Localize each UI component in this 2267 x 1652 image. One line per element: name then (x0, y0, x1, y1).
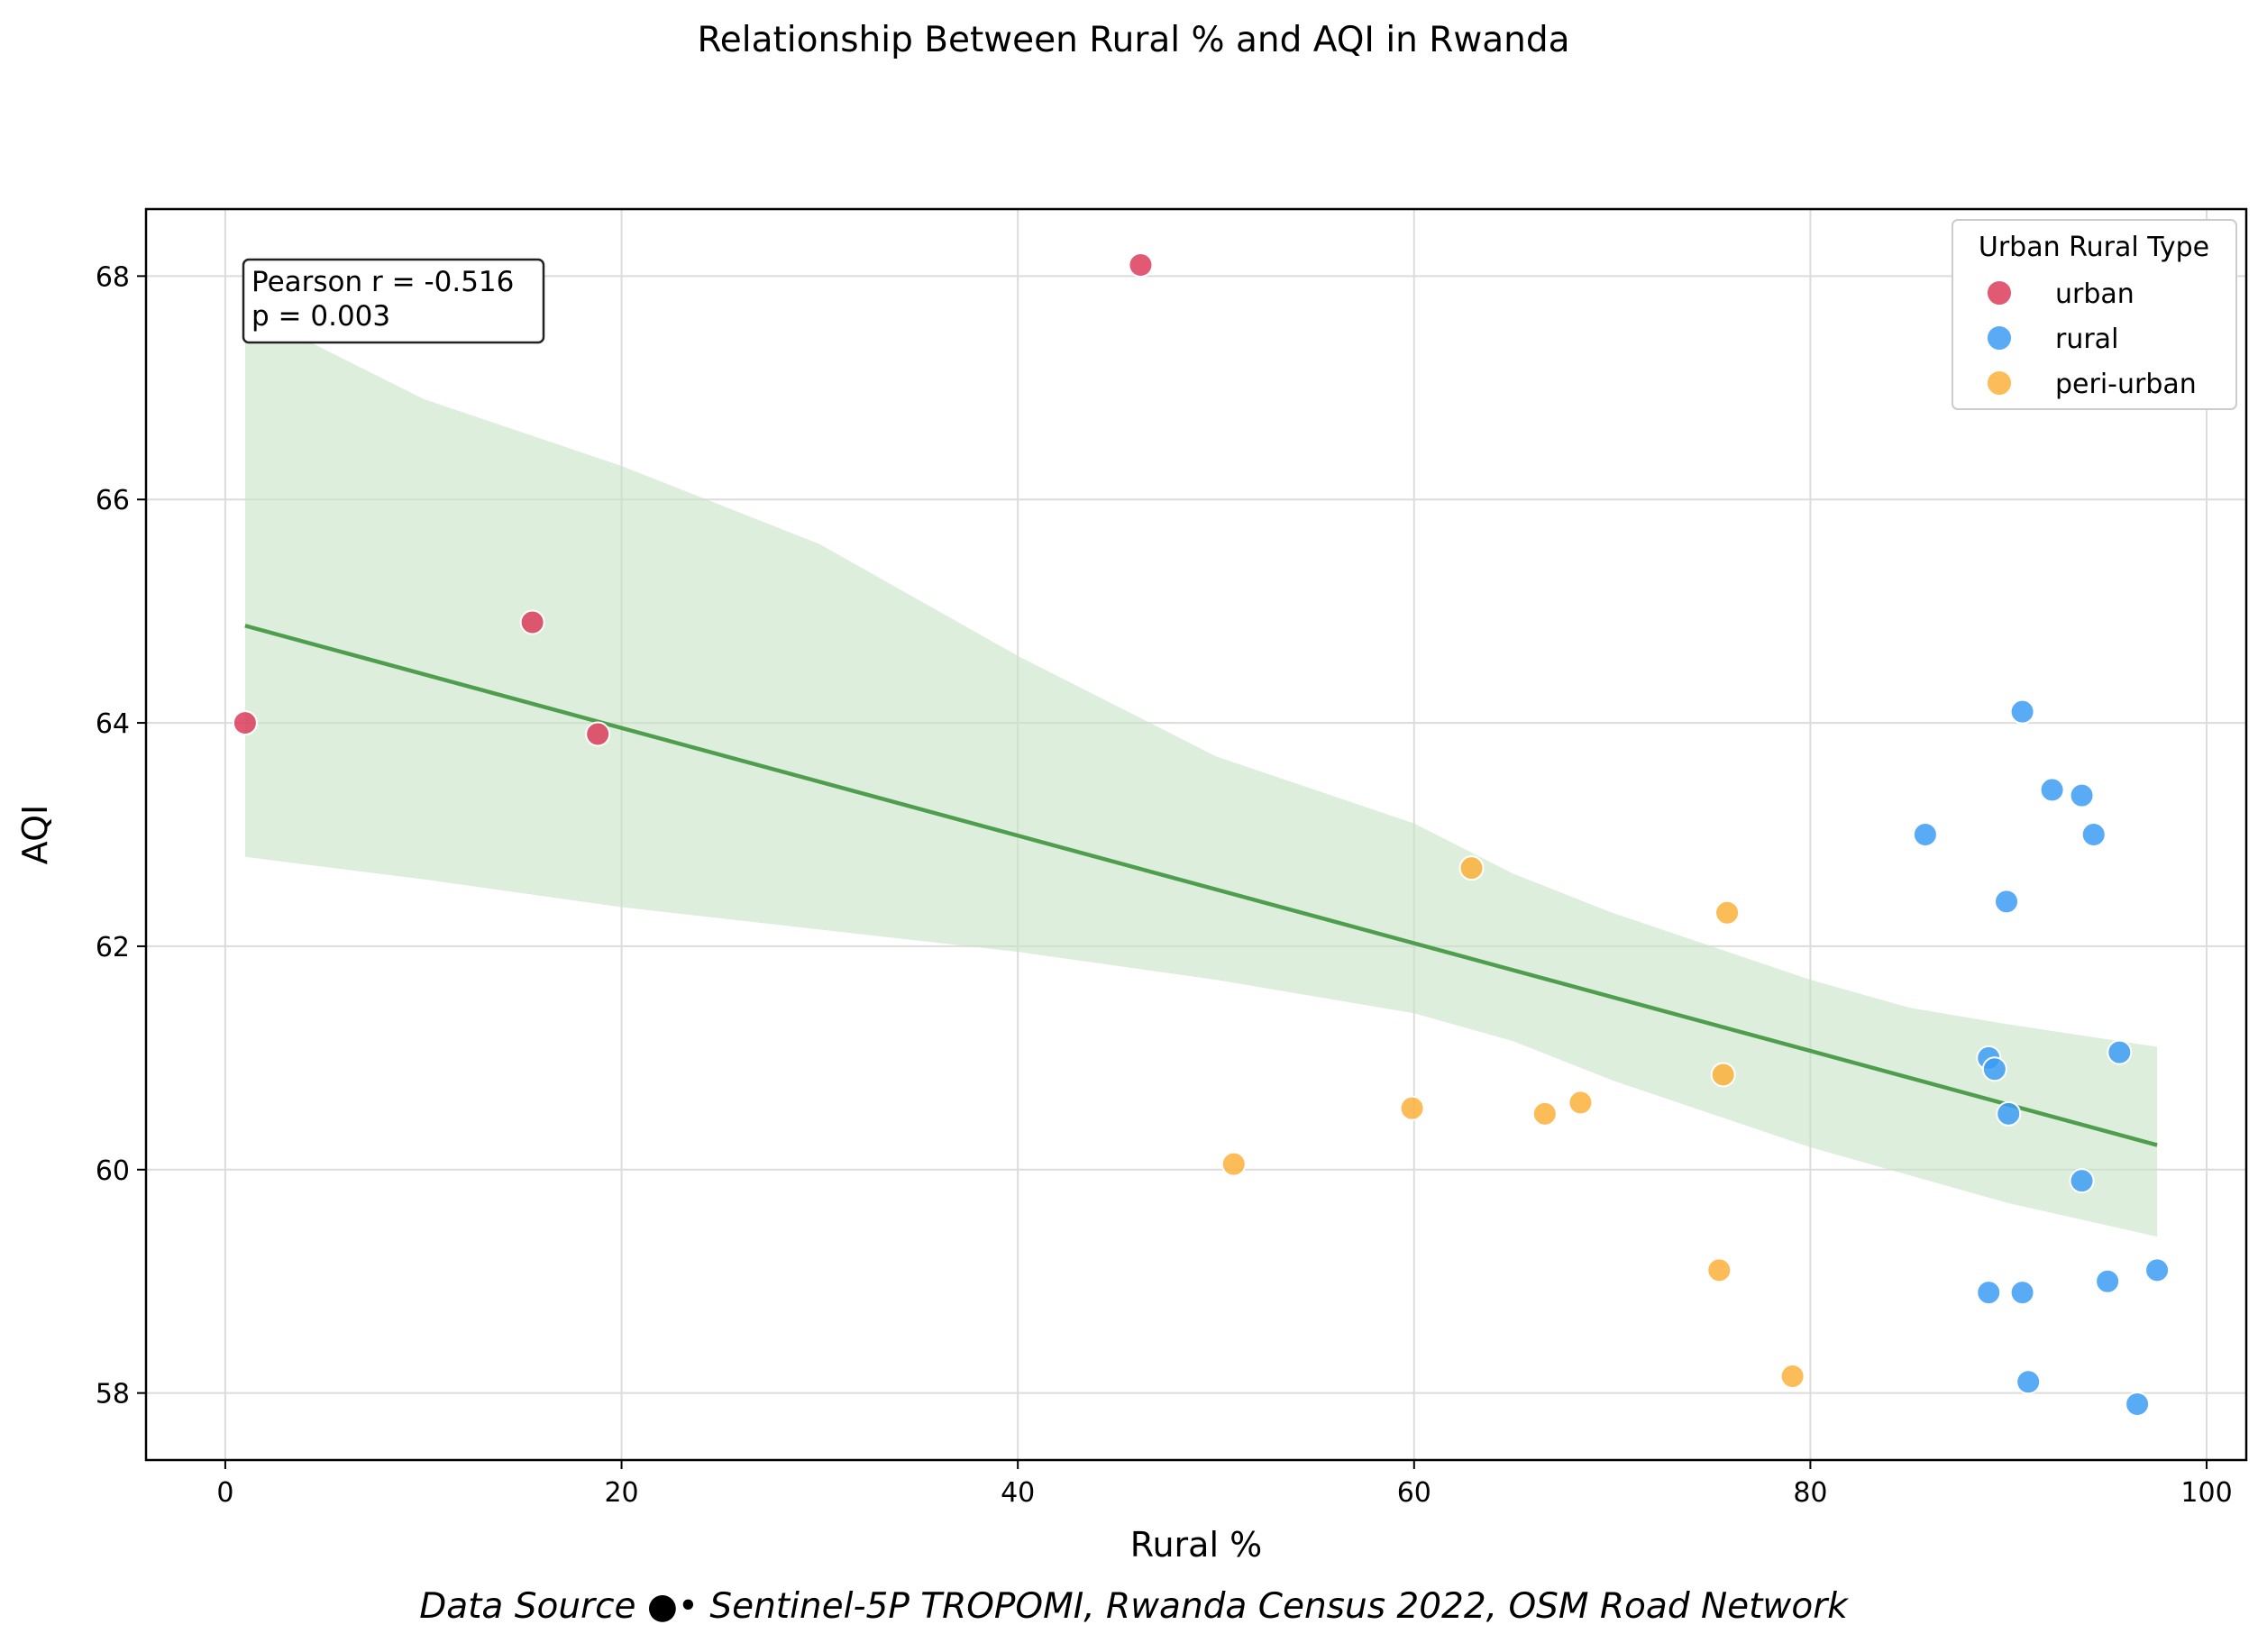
point-rural (2009, 1280, 2035, 1306)
y-axis-label: AQI (15, 805, 55, 864)
legend-label-rural: rural (2055, 324, 2118, 355)
point-rural (1981, 1056, 2007, 1082)
p-value-text: p = 0.003 (251, 300, 390, 333)
x-tick-label: 60 (1397, 1477, 1431, 1509)
x-tick-label: 100 (2180, 1477, 2232, 1509)
point-rural (2069, 782, 2095, 808)
pearson-stats-box: Pearson r = -0.516 p = 0.003 (242, 258, 545, 344)
chart-title: Relationship Between Rural % and AQI in … (697, 20, 1570, 60)
point-rural (2144, 1257, 2171, 1283)
y-tick-label: 58 (96, 1379, 130, 1410)
legend-marker-peri-urban (1986, 370, 2013, 397)
point-peri-urban (1568, 1090, 1594, 1116)
x-tick-label: 20 (604, 1477, 638, 1509)
point-rural (1996, 1100, 2022, 1127)
y-tick-label: 64 (96, 708, 130, 740)
point-rural (2069, 1168, 2095, 1194)
legend-items: urban rural peri-urban (1986, 278, 2197, 400)
axis-ticks: 0 20 40 60 80 100 58 60 62 64 66 68 (96, 261, 2233, 1509)
point-rural (2125, 1392, 2151, 1418)
y-tick-label: 62 (96, 932, 130, 963)
legend-frame (1952, 219, 2237, 410)
legend-marker-rural (1986, 324, 2013, 351)
point-peri-urban (1220, 1151, 1247, 1177)
legend: Urban Rural Type urban rural peri-urban (1952, 219, 2237, 410)
confidence-band-layer (244, 309, 2158, 1237)
legend-label-peri-urban: peri-urban (2055, 369, 2197, 400)
point-rural (1912, 822, 1938, 847)
point-rural (2107, 1039, 2133, 1065)
confidence-band (244, 309, 2158, 1237)
legend-label-urban: urban (2055, 278, 2134, 310)
point-rural (2016, 1369, 2042, 1395)
point-peri-urban (1710, 1062, 1736, 1088)
point-urban (232, 710, 258, 736)
point-urban (1128, 251, 1154, 278)
legend-marker-urban (1986, 279, 2013, 306)
point-urban (585, 721, 611, 747)
x-axis-label: Rural % (1130, 1525, 1262, 1565)
point-peri-urban (1458, 855, 1485, 881)
point-rural (1994, 889, 2020, 915)
y-tick-label: 66 (96, 485, 130, 516)
point-peri-urban (1714, 899, 1741, 926)
point-peri-urban (1706, 1257, 1732, 1283)
data-points (232, 251, 2171, 1418)
legend-title: Urban Rural Type (1979, 232, 2209, 263)
regression-line (244, 624, 2158, 1147)
point-peri-urban (1399, 1095, 1425, 1121)
y-tick-label: 68 (96, 261, 130, 293)
x-tick-label: 80 (1793, 1477, 1827, 1509)
y-tick-label: 60 (96, 1155, 130, 1187)
point-rural (2039, 777, 2065, 803)
point-rural (1976, 1280, 2002, 1306)
x-tick-label: 0 (216, 1477, 233, 1509)
point-rural (2009, 698, 2035, 725)
point-urban (519, 609, 545, 635)
point-rural (2080, 822, 2107, 847)
point-rural (2095, 1268, 2121, 1294)
stats-box-frame (242, 258, 545, 344)
point-peri-urban (1779, 1364, 1805, 1390)
plot-frame (144, 207, 2248, 1462)
regression-line-layer (244, 624, 2158, 1147)
point-peri-urban (1531, 1100, 1558, 1127)
x-tick-label: 40 (1001, 1477, 1035, 1509)
pearson-r-text: Pearson r = -0.516 (251, 266, 514, 298)
data-source-note: Data Source ●• Sentinel-5P TROPOMI, Rwan… (419, 1586, 1848, 1627)
